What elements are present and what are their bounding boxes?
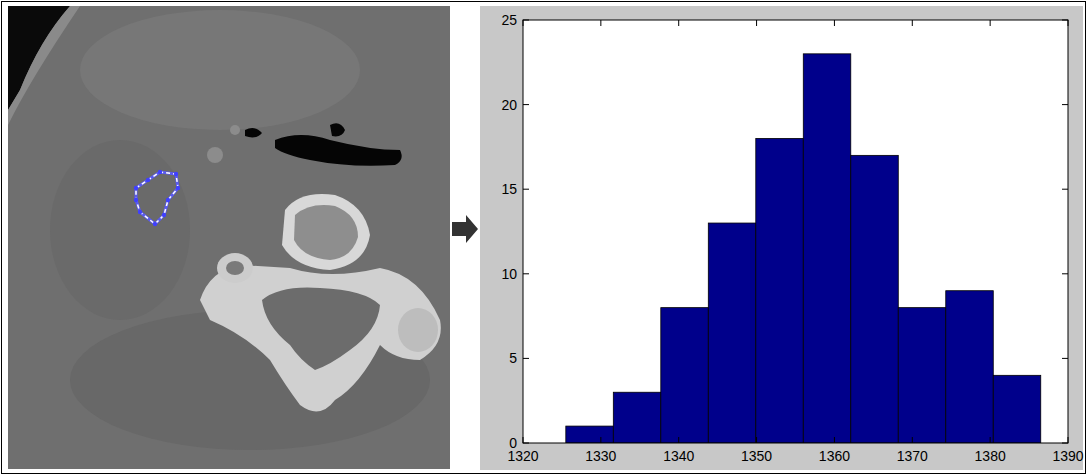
histogram-bar xyxy=(851,155,898,443)
ct-foramen-hole xyxy=(226,261,244,275)
roi-vertex xyxy=(134,198,138,202)
x-tick xyxy=(600,437,601,443)
y-tick-label: 20 xyxy=(501,97,517,113)
x-tick xyxy=(834,437,835,443)
histogram-bar xyxy=(708,223,755,443)
y-tick xyxy=(1062,20,1068,21)
histogram-bar xyxy=(946,291,993,443)
ct-background xyxy=(8,6,450,469)
y-tick xyxy=(523,189,529,190)
x-tick xyxy=(990,20,991,26)
histogram-bar xyxy=(803,54,850,443)
y-tick xyxy=(1062,104,1068,105)
ct-vertebral-marrow xyxy=(294,205,358,260)
ct-airway xyxy=(330,123,345,136)
y-tick-label: 15 xyxy=(501,181,517,197)
ct-airway xyxy=(245,128,262,137)
y-tick xyxy=(1062,273,1068,274)
plot-area xyxy=(523,20,1068,443)
histogram-bar xyxy=(661,308,708,443)
y-tick-label: 5 xyxy=(509,350,517,366)
y-tick xyxy=(1062,189,1068,190)
histogram-bar xyxy=(613,392,660,443)
roi-vertex xyxy=(158,170,162,174)
x-tick xyxy=(523,20,524,26)
ct-vessel xyxy=(207,147,223,163)
x-tick xyxy=(912,437,913,443)
ct-vertebral-arch xyxy=(200,265,441,411)
roi-contour-dash xyxy=(136,172,178,224)
x-tick xyxy=(523,437,524,443)
x-tick xyxy=(912,20,913,26)
x-tick-label: 1360 xyxy=(819,448,850,464)
y-tick xyxy=(523,20,529,21)
ct-spinal-canal xyxy=(262,288,380,371)
histogram-bar xyxy=(566,426,613,443)
y-tick xyxy=(1062,358,1068,359)
chart-panel xyxy=(480,6,1083,470)
ct-airway xyxy=(275,135,402,166)
ct-foramen xyxy=(217,253,253,283)
y-tick-label: 25 xyxy=(501,12,517,28)
x-tick-label: 1340 xyxy=(663,448,694,464)
x-tick-label: 1390 xyxy=(1052,448,1083,464)
histogram-bar xyxy=(993,375,1040,443)
roi-contour xyxy=(136,172,178,224)
ct-skin xyxy=(8,6,80,125)
x-tick xyxy=(834,20,835,26)
histogram-bar xyxy=(898,308,945,443)
y-tick-label: 0 xyxy=(509,435,517,451)
y-tick xyxy=(523,443,529,444)
axes-box xyxy=(523,20,1068,443)
y-tick xyxy=(523,358,529,359)
x-tick xyxy=(990,437,991,443)
y-tick xyxy=(523,104,529,105)
x-tick-label: 1370 xyxy=(897,448,928,464)
ct-soft-tissue xyxy=(80,10,360,130)
y-tick-label: 10 xyxy=(501,266,517,282)
x-tick xyxy=(600,20,601,26)
x-tick-label: 1330 xyxy=(585,448,616,464)
y-tick xyxy=(523,273,529,274)
ct-process xyxy=(398,308,438,352)
x-tick-label: 1380 xyxy=(975,448,1006,464)
roi-vertex xyxy=(162,213,166,217)
x-tick xyxy=(678,20,679,26)
roi-vertex xyxy=(174,172,178,176)
figure: 1320133013401350136013701380139005101520… xyxy=(0,0,1087,475)
ct-vertebral-body xyxy=(282,194,370,270)
roi-vertex xyxy=(166,198,170,202)
x-tick xyxy=(1068,20,1069,26)
x-tick xyxy=(678,437,679,443)
roi-vertex xyxy=(176,186,180,190)
x-tick-label: 1350 xyxy=(741,448,772,464)
bars xyxy=(566,54,1041,443)
histogram-bar xyxy=(756,138,803,443)
ct-muscle xyxy=(50,140,190,320)
ct-image xyxy=(8,6,450,469)
ct-vessel xyxy=(230,125,240,135)
roi-vertex xyxy=(146,178,150,182)
roi-vertex xyxy=(138,210,142,214)
outer-frame xyxy=(2,2,1086,474)
x-tick xyxy=(756,20,757,26)
x-tick xyxy=(1068,437,1069,443)
roi-vertex xyxy=(153,222,157,226)
y-tick xyxy=(1062,443,1068,444)
roi-vertex xyxy=(134,186,138,190)
x-tick xyxy=(756,437,757,443)
arrow xyxy=(452,215,478,243)
